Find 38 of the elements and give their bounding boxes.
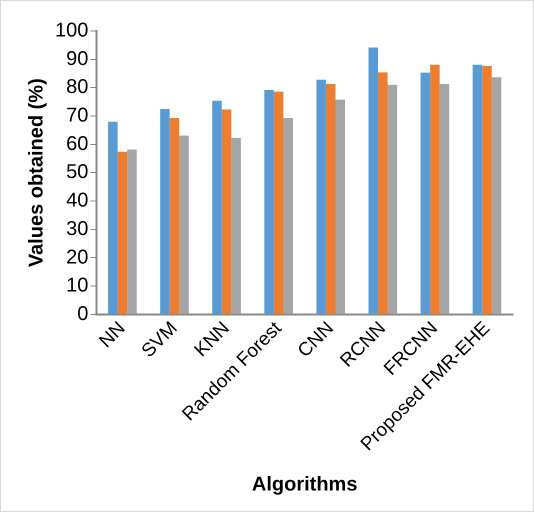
bar <box>472 64 482 314</box>
bar <box>179 136 189 314</box>
bar <box>108 122 118 314</box>
y-tick-label: 0 <box>77 302 88 325</box>
y-tick-label: 40 <box>66 190 88 212</box>
y-tick-label: 90 <box>66 48 88 70</box>
bar <box>316 80 326 314</box>
bar <box>430 64 440 314</box>
x-axis-title: Algorithms <box>252 474 358 496</box>
bar <box>440 84 450 314</box>
y-tick-label: 60 <box>66 132 88 155</box>
bar <box>368 47 378 314</box>
bar <box>420 72 430 314</box>
y-tick-label: 50 <box>66 161 88 184</box>
bar <box>326 84 336 314</box>
bar <box>170 118 180 314</box>
bar <box>160 108 170 314</box>
y-tick-label: 100 <box>54 20 88 42</box>
y-tick-label: 80 <box>66 76 88 98</box>
y-tick-label: 30 <box>66 218 88 240</box>
bar <box>118 152 128 314</box>
bar <box>378 72 388 314</box>
bar <box>482 66 492 314</box>
y-tick-label: 10 <box>66 274 88 297</box>
bar <box>231 138 241 314</box>
bar <box>492 77 502 314</box>
y-tick-label: 20 <box>66 246 88 268</box>
bar <box>283 118 293 314</box>
x-tick-label: NN <box>95 318 130 352</box>
y-tick-label: 70 <box>66 104 88 127</box>
bar <box>222 110 232 314</box>
bar <box>264 90 274 314</box>
bar <box>336 100 346 314</box>
bar <box>274 92 284 314</box>
bar <box>127 149 137 314</box>
y-axis-title: Values obtained (%) <box>26 78 48 268</box>
bar <box>212 100 222 314</box>
bar <box>388 84 398 314</box>
